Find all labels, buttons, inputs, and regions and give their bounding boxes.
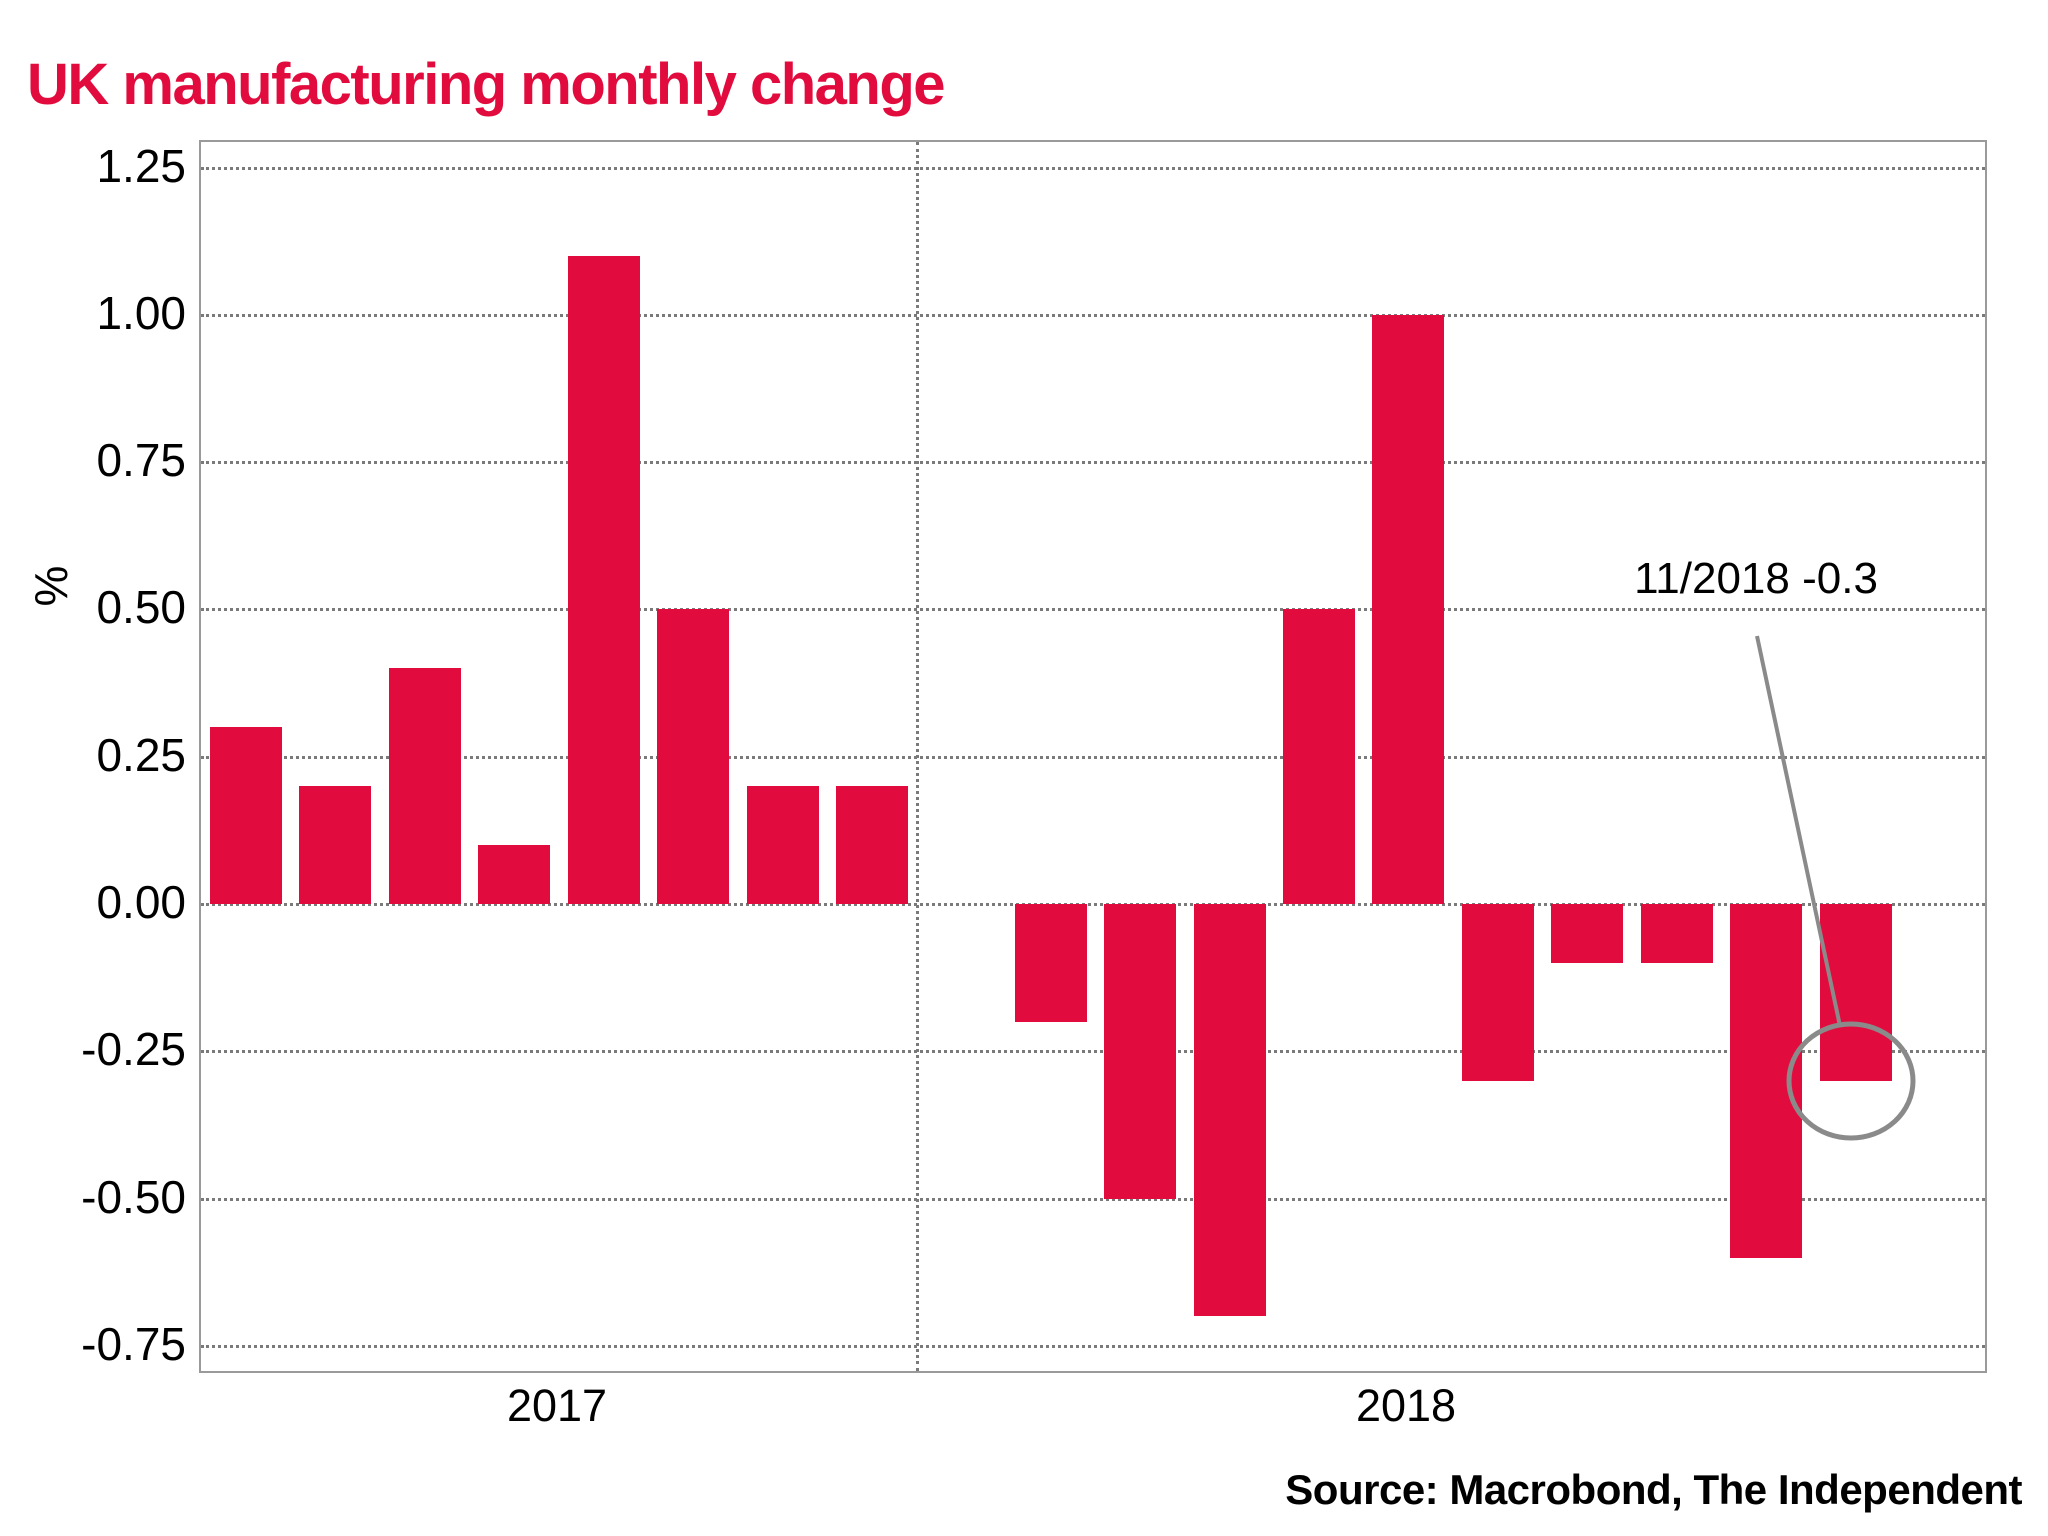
y-axis-tick-labels: 1.25 1.00 0.75 0.50 0.25 0.00 -0.25 -0.5… (0, 0, 192, 1536)
bar-2018-9 (1641, 904, 1713, 963)
bar-2018-4 (1194, 904, 1266, 1316)
source-credit: Source: Macrobond, The Independent (1285, 1466, 2022, 1513)
y-tick: 0.00 (96, 876, 186, 928)
bar-2018-5 (1283, 609, 1355, 904)
bar-2018-8 (1551, 904, 1623, 963)
gridline (201, 1345, 1985, 1348)
gridline (201, 903, 1985, 906)
y-tick: 1.25 (96, 140, 186, 192)
bar-2018-6 (1372, 315, 1444, 904)
gridline (201, 756, 1985, 759)
bar-2017-7 (747, 786, 819, 904)
chart-title: UK manufacturing monthly change (27, 51, 946, 117)
gridline (201, 314, 1985, 317)
callout-label: 11/2018 -0.3 (1634, 554, 1878, 603)
year-separator-line (916, 142, 919, 1371)
gridline (201, 1050, 1985, 1053)
bar-2018-10 (1730, 904, 1802, 1258)
y-tick: -0.75 (81, 1318, 186, 1370)
y-tick: 0.50 (96, 581, 186, 633)
gridline (201, 167, 1985, 170)
gridline (201, 461, 1985, 464)
bar-2018-2 (1015, 904, 1087, 1022)
bar-2017-6 (657, 609, 729, 904)
bar-2017-1 (210, 727, 282, 904)
y-tick: 0.75 (96, 434, 186, 486)
bar-2018-3 (1104, 904, 1176, 1199)
y-tick: -0.50 (81, 1171, 186, 1223)
y-tick: 0.25 (96, 729, 186, 781)
bar-2018-11 (1820, 904, 1892, 1081)
x-tick-2018: 2018 (1355, 1380, 1457, 1431)
y-tick: -0.25 (81, 1023, 186, 1075)
bar-2017-5 (568, 256, 640, 904)
gridline (201, 608, 1985, 611)
gridline (201, 1198, 1985, 1201)
y-tick: 1.00 (96, 287, 186, 339)
bar-2017-2 (299, 786, 371, 904)
bar-2018-7 (1462, 904, 1534, 1081)
bar-2017-8 (836, 786, 908, 904)
bar-2017-3 (389, 668, 461, 904)
x-tick-2017: 2017 (506, 1380, 608, 1431)
bar-2017-4 (478, 845, 550, 904)
plot-area (199, 140, 1987, 1373)
